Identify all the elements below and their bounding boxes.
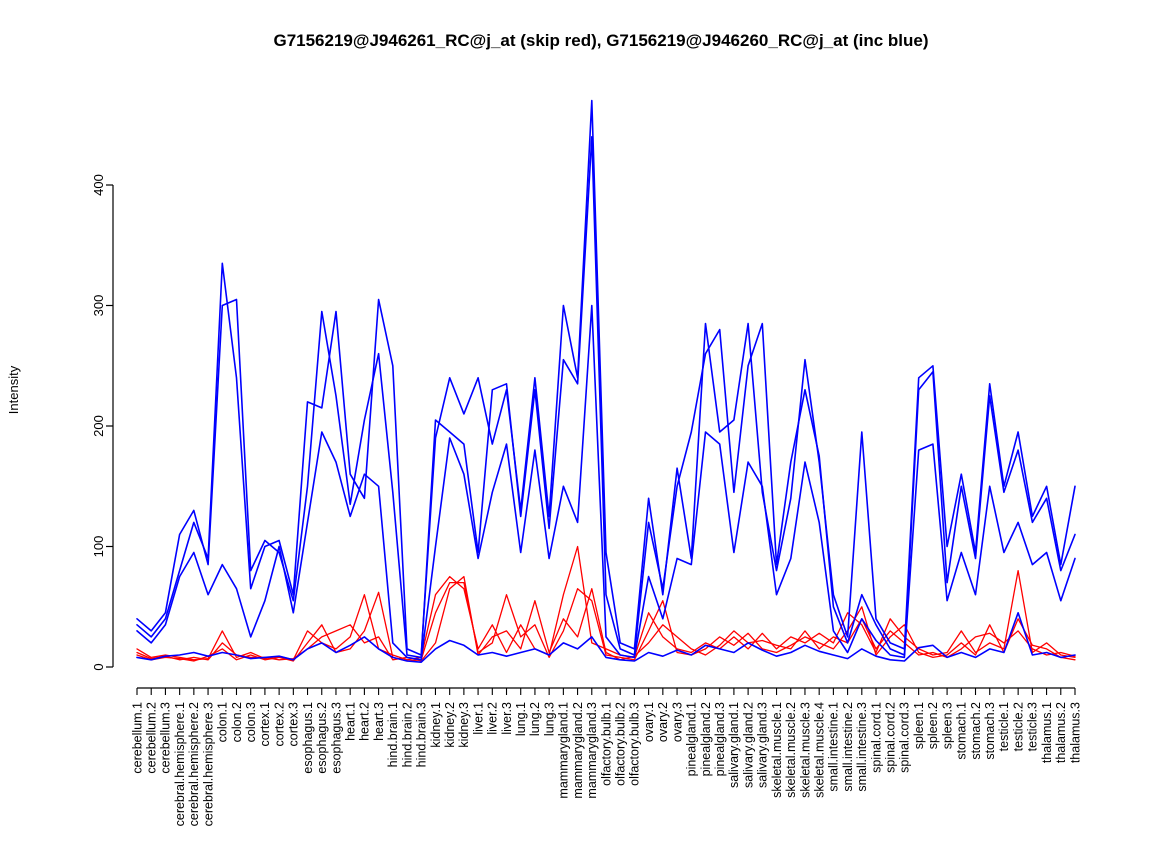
x-tick-label: skeletal.muscle.3: [798, 702, 812, 798]
x-tick-label: esophagus.2: [315, 702, 329, 774]
x-tick-label: heart.2: [358, 702, 372, 741]
y-axis: 0 100 200 300 400: [91, 174, 114, 671]
x-tick-label: salivary.gland.1: [727, 702, 741, 788]
y-tick-label: 400: [91, 174, 106, 196]
x-tick-label: hind.brain.2: [400, 702, 414, 767]
x-tick-label: colon.2: [230, 702, 244, 742]
x-tick-label: colon.1: [216, 702, 230, 742]
x-tick-label: kidney.2: [443, 702, 457, 748]
series-line-inc-blue-3: [136, 304, 1076, 661]
x-tick-label: hind.brain.1: [386, 702, 400, 767]
x-tick-label: small.intestine.1: [827, 702, 841, 792]
x-tick-label: spinal.cord.1: [869, 702, 883, 773]
x-tick-label: small.intestine.3: [855, 702, 869, 792]
x-tick-label: spleen.2: [926, 702, 940, 749]
x-tick-label: pinealgland.3: [713, 702, 727, 776]
series-line-skip-red-1: [136, 545, 1076, 661]
x-axis: cerebellum.1 cerebellum.2 cerebellum.3 cere…: [130, 687, 1082, 826]
x-tick-label: spleen.3: [940, 702, 954, 749]
x-tick-label: skeletal.muscle.4: [812, 702, 826, 798]
x-tick-label: cerebellum.1: [130, 702, 144, 774]
chart-title: G7156219@J946261_RC@j_at (skip red), G71…: [273, 31, 928, 50]
x-tick-label: ovary.3: [670, 702, 684, 742]
x-tick-label: pinealgland.1: [685, 702, 699, 776]
x-tick-label: liver.1: [471, 702, 485, 735]
x-tick-label: mammarygland.2: [571, 702, 585, 799]
x-tick-label: hind.brain.3: [415, 702, 429, 767]
x-tick-label: kidney.1: [429, 702, 443, 748]
x-tick-label: stomach.1: [955, 702, 969, 760]
x-tick-label: cerebellum.3: [159, 702, 173, 774]
x-tick-label: colon.3: [244, 702, 258, 742]
x-tick-label: salivary.gland.2: [741, 702, 755, 788]
x-tick-label: ovary.1: [642, 702, 656, 742]
x-tick-label: spleen.1: [912, 702, 926, 749]
x-tick-label: olfactory.bulb.3: [628, 702, 642, 786]
x-tick-label: liver.2: [486, 702, 500, 735]
series-line-skip-red-3: [136, 575, 1076, 662]
x-tick-label: cerebral.hemisphere.3: [201, 702, 215, 826]
x-tick-label: lung.2: [528, 702, 542, 736]
x-tick-label: salivary.gland.3: [756, 702, 770, 788]
x-tick-label: skeletal.muscle.1: [770, 702, 784, 798]
x-tick-label: thalamus.2: [1054, 702, 1068, 763]
x-tick-label: olfactory.bulb.1: [599, 702, 613, 786]
x-tick-label: thalamus.1: [1040, 702, 1054, 763]
x-tick-label: testicle.2: [1011, 702, 1025, 751]
x-tick-label: kidney.3: [457, 702, 471, 748]
x-tick-label: ovary.2: [656, 702, 670, 742]
y-tick-label: 0: [91, 663, 106, 670]
x-tick-label: mammarygland.3: [585, 702, 599, 799]
x-tick-label: cortex.2: [272, 702, 286, 747]
x-tick-label: heart.1: [343, 702, 357, 741]
x-tick-label: testicle.3: [1026, 702, 1040, 751]
y-tick-label: 200: [91, 415, 106, 437]
x-tick-label: stomach.2: [969, 702, 983, 760]
x-tick-label: cerebral.hemisphere.1: [173, 702, 187, 826]
x-tick-label: lung.3: [542, 702, 556, 736]
y-tick-label: 300: [91, 295, 106, 317]
x-tick-label: pinealgland.2: [699, 702, 713, 776]
y-tick-label: 100: [91, 536, 106, 558]
x-tick-label: esophagus.1: [301, 702, 315, 774]
x-tick-label: spinal.cord.3: [898, 702, 912, 773]
x-tick-label: small.intestine.2: [841, 702, 855, 792]
x-tick-label: cortex.1: [258, 702, 272, 747]
x-tick-label: esophagus.3: [329, 702, 343, 774]
x-tick-label: skeletal.muscle.2: [784, 702, 798, 798]
x-tick-label: cortex.3: [287, 702, 301, 747]
x-tick-label: thalamus.3: [1068, 702, 1082, 763]
x-tick-label: spinal.cord.2: [884, 702, 898, 773]
x-tick-label: cerebral.hemisphere.2: [187, 702, 201, 826]
x-tick-label: heart.3: [372, 702, 386, 741]
series-line-inc-blue-1: [136, 99, 1076, 656]
x-tick-label: testicle.1: [997, 702, 1011, 751]
x-tick-label: olfactory.bulb.2: [614, 702, 628, 786]
x-tick-label: liver.3: [500, 702, 514, 735]
x-tick-label: lung.1: [514, 702, 528, 736]
x-tick-label: cerebellum.2: [145, 702, 159, 774]
x-tick-label: stomach.3: [983, 702, 997, 760]
series-line-inc-blue-4: [136, 611, 1076, 664]
x-tick-label: mammarygland.1: [557, 702, 571, 799]
y-axis-label: Intensity: [6, 365, 21, 414]
series-line-skip-red-2: [136, 581, 1076, 662]
series-lines: [136, 99, 1076, 664]
series-line-inc-blue-2: [136, 136, 1076, 659]
